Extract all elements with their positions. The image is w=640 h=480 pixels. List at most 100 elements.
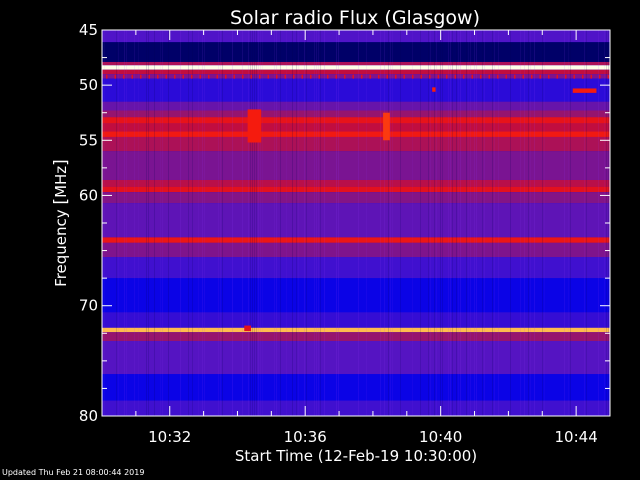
time-streak (262, 30, 263, 416)
frequency-band (102, 332, 610, 342)
time-streak (188, 30, 189, 416)
time-streak (222, 30, 223, 416)
frequency-band (102, 69, 610, 75)
time-streak (440, 30, 441, 416)
time-streak (248, 30, 249, 416)
frequency-band (102, 203, 610, 238)
periodic-mark (514, 74, 516, 79)
burst-feature (572, 88, 597, 93)
time-streak (154, 30, 155, 416)
frequency-band (102, 257, 610, 279)
periodic-mark (590, 74, 592, 79)
time-streak (204, 30, 205, 416)
periodic-mark (352, 74, 354, 79)
periodic-mark (403, 74, 405, 79)
time-streak (254, 30, 255, 416)
time-streak (304, 30, 305, 416)
time-streak (232, 30, 233, 416)
periodic-mark (556, 74, 558, 79)
time-streak (492, 30, 493, 416)
periodic-mark (233, 74, 235, 79)
time-streak (260, 30, 261, 416)
frequency-band (102, 242, 610, 258)
y-tick-label: 55 (79, 131, 98, 149)
periodic-mark (131, 74, 133, 79)
time-streak (544, 30, 545, 416)
time-streak (258, 30, 259, 416)
periodic-mark (539, 74, 541, 79)
periodic-mark (437, 74, 439, 79)
periodic-mark (216, 74, 218, 79)
time-streak (306, 30, 307, 416)
time-streak (570, 30, 571, 416)
periodic-mark (599, 74, 601, 79)
periodic-mark (344, 74, 346, 79)
periodic-mark (505, 74, 507, 79)
time-streak (320, 30, 321, 416)
periodic-mark (548, 74, 550, 79)
y-tick-label: 45 (79, 21, 98, 39)
frequency-band (102, 374, 610, 401)
time-streak (568, 30, 569, 416)
frequency-band (102, 78, 610, 102)
periodic-mark (140, 74, 142, 79)
frequency-band (102, 42, 610, 62)
time-streak (434, 30, 435, 416)
x-tick-label: 10:36 (284, 428, 327, 446)
time-streak (428, 30, 429, 416)
periodic-mark (420, 74, 422, 79)
frequency-band (102, 110, 610, 118)
time-streak (524, 30, 525, 416)
y-axis-bracket-close: ] (51, 159, 71, 166)
time-streak (528, 30, 529, 416)
periodic-mark (471, 74, 473, 79)
frequency-band (102, 30, 610, 43)
chart-title: Solar radio Flux (Glasgow) (230, 7, 480, 29)
periodic-mark (386, 74, 388, 79)
updated-timestamp: Updated Thu Feb 21 08:00:44 2019 (2, 468, 145, 477)
time-streak (468, 30, 469, 416)
time-streak (168, 30, 169, 416)
y-axis-label-prefix: Frequency (52, 205, 70, 287)
periodic-mark (208, 74, 210, 79)
periodic-mark (531, 74, 533, 79)
periodic-mark (361, 74, 363, 79)
time-streak (476, 30, 477, 416)
frequency-band (102, 179, 610, 187)
time-streak (180, 30, 181, 416)
periodic-mark (284, 74, 286, 79)
y-tick-label: 70 (79, 297, 98, 315)
time-streak (280, 30, 281, 416)
periodic-mark (301, 74, 303, 79)
burst-feature (383, 112, 390, 141)
time-streak (474, 30, 475, 416)
periodic-mark (114, 74, 116, 79)
x-tick-label: 10:32 (148, 428, 191, 446)
time-streak (564, 30, 565, 416)
time-streak (448, 30, 449, 416)
time-streak (242, 30, 243, 416)
periodic-mark (463, 74, 465, 79)
time-streak (388, 30, 389, 416)
periodic-mark (454, 74, 456, 79)
periodic-mark (276, 74, 278, 79)
time-streak (384, 30, 385, 416)
periodic-mark (310, 74, 312, 79)
time-streak (324, 30, 325, 416)
time-streak (148, 30, 149, 416)
periodic-mark (123, 74, 125, 79)
time-streak (456, 30, 457, 416)
time-streak (256, 30, 257, 416)
time-streak (498, 30, 499, 416)
y-tick-label: 80 (79, 407, 98, 425)
time-streak (298, 30, 299, 416)
time-streak (276, 30, 277, 416)
periodic-mark (582, 74, 584, 79)
time-streak (198, 30, 199, 416)
periodic-mark (318, 74, 320, 79)
periodic-mark (429, 74, 431, 79)
time-streak (430, 30, 431, 416)
periodic-mark (267, 74, 269, 79)
frequency-band (102, 237, 610, 243)
